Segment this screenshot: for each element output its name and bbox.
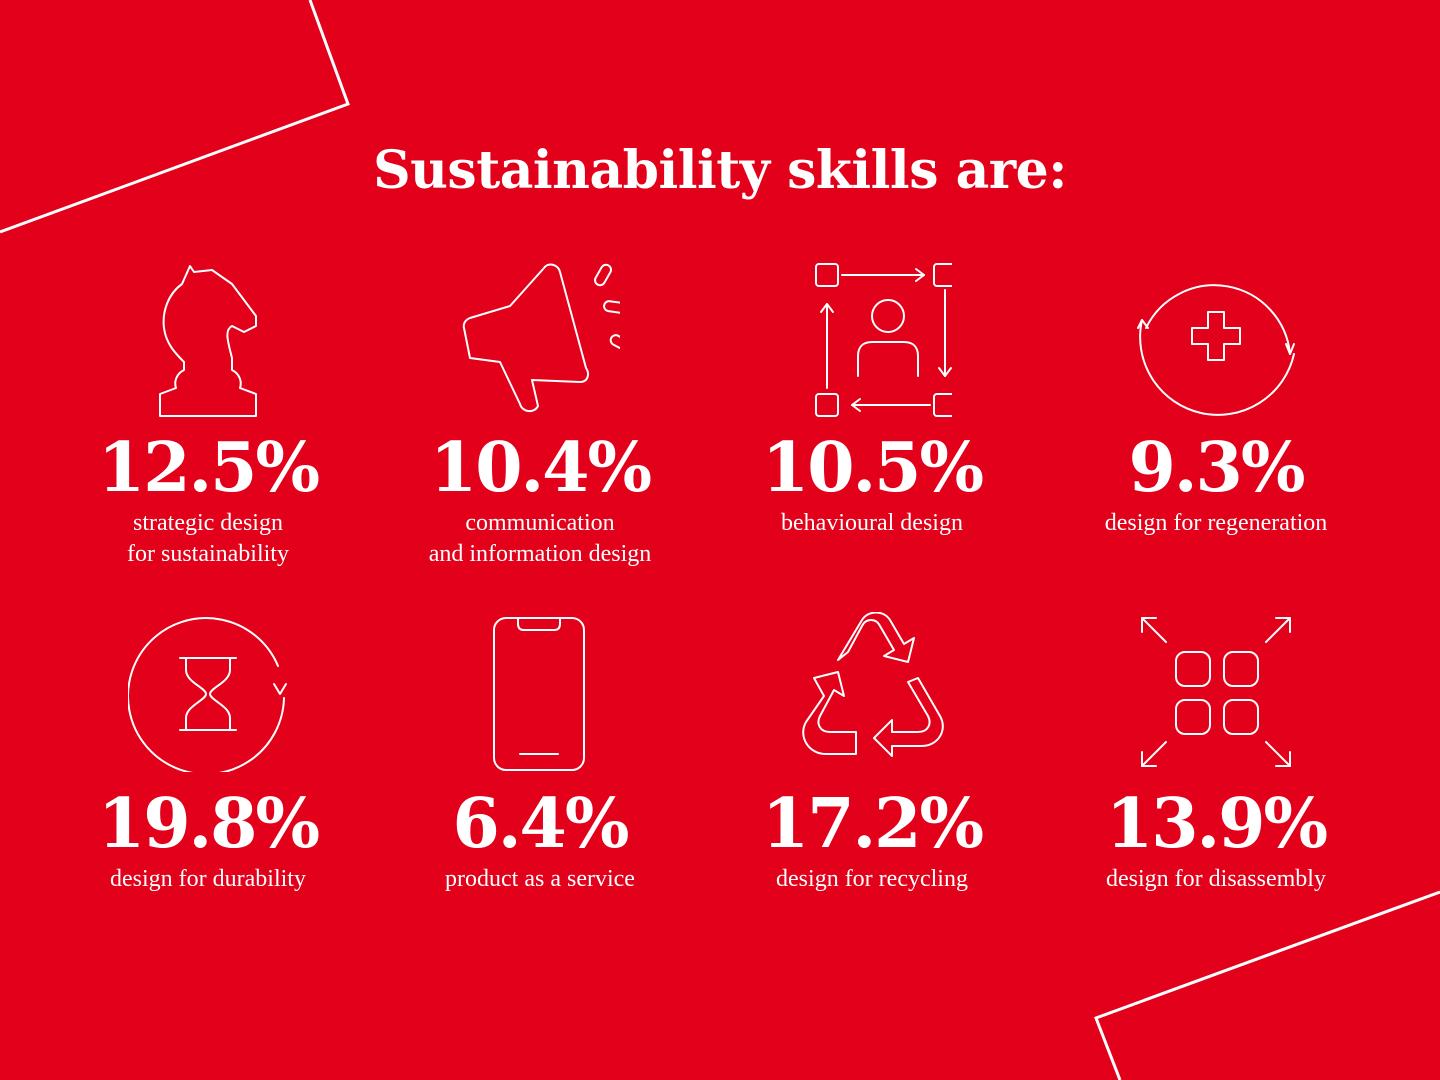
- stat-label-line: behavioural design: [781, 510, 963, 536]
- stat-label-line: communication: [465, 510, 615, 536]
- stat-label: design for durability: [38, 864, 378, 895]
- stat-label-line: strategic design: [133, 510, 283, 536]
- page-title: Sustainability skills are:: [373, 140, 1067, 201]
- stat-label-line: design for durability: [110, 866, 306, 892]
- stat-label: design for disassembly: [1046, 864, 1386, 895]
- stat-label: product as a service: [370, 864, 710, 895]
- stat-label-line: and information design: [428, 541, 652, 567]
- stat-label: design for recycling: [702, 864, 1042, 895]
- behaviour-cycle-icon: [792, 258, 952, 418]
- stat-label-line: product as a service: [445, 866, 635, 892]
- stat-value: 19.8%: [97, 784, 320, 864]
- stat-value: 10.4%: [429, 428, 652, 508]
- stat-label-line: design for disassembly: [1106, 866, 1326, 892]
- stat-behavioural-design: 10.5% behavioural design: [702, 0, 1042, 1080]
- stat-value: 13.9%: [1105, 784, 1328, 864]
- stat-value: 12.5%: [97, 428, 320, 508]
- smartphone-icon: [460, 612, 620, 772]
- stat-label: design for regeneration: [1046, 508, 1386, 539]
- stat-disassembly-design: 13.9% design for disassembly: [1046, 0, 1386, 1080]
- stat-value: 17.2%: [761, 784, 984, 864]
- stat-value: 9.3%: [1128, 428, 1306, 508]
- stat-label: behavioural design: [702, 508, 1042, 539]
- stat-product-as-service: 6.4% product as a service: [370, 0, 710, 1080]
- disassembly-icon: [1136, 612, 1296, 772]
- stat-label-line: design for recycling: [776, 866, 968, 892]
- stat-strategic-design: 12.5% strategic design for sustainabilit…: [38, 0, 378, 1080]
- recycle-icon: [792, 612, 952, 772]
- stat-value: 10.5%: [761, 428, 984, 508]
- stat-durability-design: 19.8% design for durability: [38, 0, 378, 1080]
- megaphone-icon: [460, 258, 620, 418]
- chess-knight-icon: [128, 258, 288, 418]
- hourglass-cycle-icon: [128, 612, 288, 772]
- stat-label-line: for sustainability: [127, 541, 289, 567]
- stat-recycling-design: 17.2% design for recycling: [702, 0, 1042, 1080]
- regeneration-plus-icon: [1136, 258, 1296, 418]
- stat-regeneration-design: 9.3% design for regeneration: [1046, 0, 1386, 1080]
- stat-communication-design: 10.4% communication and information desi…: [370, 0, 710, 1080]
- stat-label: communication and information design: [370, 508, 710, 570]
- stat-value: 6.4%: [452, 784, 630, 864]
- stat-label: strategic design for sustainability: [38, 508, 378, 570]
- stat-label-line: design for regeneration: [1104, 510, 1328, 536]
